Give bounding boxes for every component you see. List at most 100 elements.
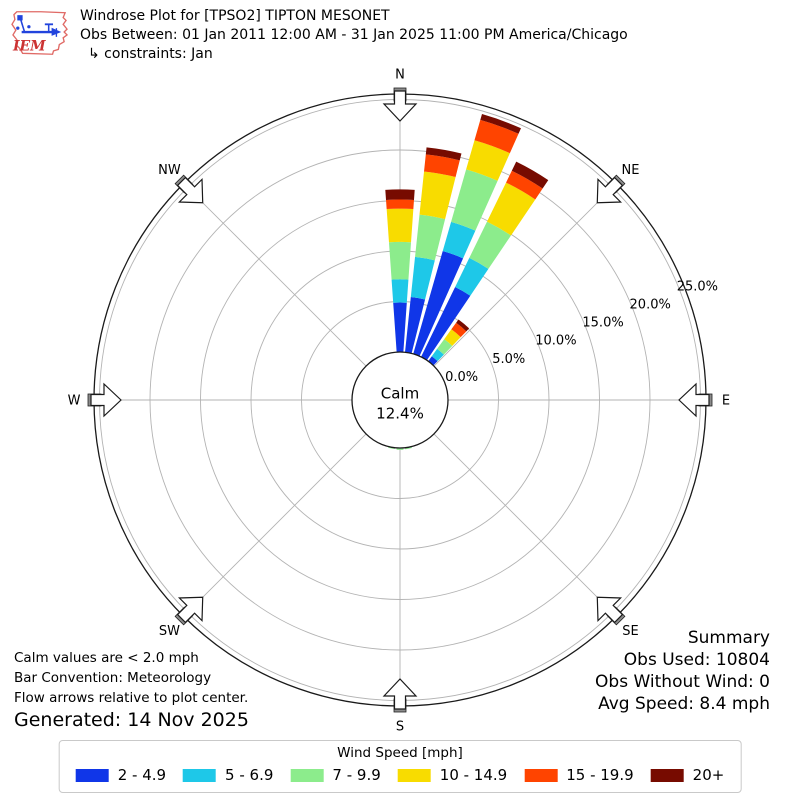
- windrose-bar-dir30-bin3: [487, 182, 536, 236]
- compass-label-se: SE: [622, 624, 638, 639]
- legend-label: 7 - 9.9: [332, 766, 381, 784]
- legend-title: Wind Speed [mph]: [337, 745, 463, 761]
- compass-label-s: S: [396, 720, 404, 735]
- calm-note: Calm values are < 2.0 mph: [14, 650, 199, 666]
- legend-swatch: [183, 768, 217, 782]
- flow-arrow-nw: [174, 174, 204, 204]
- windrose-bar-dir20-bin5: [480, 114, 521, 134]
- windrose-bar-dir0-bin1: [391, 279, 409, 303]
- legend-entry: 7 - 9.9: [290, 766, 381, 784]
- windrose-bar-dir40-bin3: [444, 329, 461, 346]
- ring-label: 20.0%: [630, 298, 671, 313]
- summary-obs-without-wind: Obs Without Wind: 0: [595, 672, 770, 692]
- compass-label-nw: NW: [158, 163, 181, 178]
- windrose-bar-dir10-bin4: [424, 154, 460, 178]
- legend-swatch: [650, 768, 684, 782]
- arrow-head: [176, 176, 204, 204]
- windrose-bar-dir0-bin3: [386, 208, 414, 243]
- flow-arrow-se: [596, 596, 626, 626]
- legend-label: 15 - 19.9: [566, 766, 634, 784]
- legend-label: 5 - 6.9: [225, 766, 274, 784]
- summary-title: Summary: [687, 628, 770, 648]
- arrow-head: [596, 176, 624, 204]
- windrose-bar-dir10-bin3: [419, 171, 456, 220]
- legend-label: 2 - 4.9: [117, 766, 167, 784]
- plot-title: Windrose Plot for [TPSO2] TIPTON MESONET: [80, 8, 390, 24]
- legend-swatch: [290, 768, 324, 782]
- calm-label: Calm: [381, 384, 419, 402]
- flow-arrow-w: [87, 382, 122, 418]
- compass-label-w: W: [68, 394, 81, 409]
- iem-logo: IEM: [11, 11, 69, 55]
- legend-swatch: [75, 768, 109, 782]
- windrose-bar-dir30-bin1: [455, 257, 489, 296]
- legend-items: 2 - 4.9 5 - 6.9 7 - 9.9 10 - 14.9 15 - 19.9 2…: [75, 766, 725, 784]
- compass-label-n: N: [395, 68, 405, 83]
- windrose-bar-dir10-bin1: [410, 256, 435, 300]
- arrow-head: [176, 596, 204, 624]
- grid-spoke: [187, 187, 367, 367]
- windrose-bar-dir40-bin0: [428, 356, 438, 366]
- plot-subtitle: Obs Between: 01 Jan 2011 12:00 AM - 31 J…: [80, 27, 628, 43]
- legend-swatch: [397, 768, 431, 782]
- windrose-bar-dir10-bin2: [415, 214, 446, 261]
- grid-spoke: [433, 433, 613, 613]
- ring-label: 5.0%: [492, 352, 525, 367]
- grid-spoke: [433, 187, 613, 367]
- windrose-bar-dir20-bin2: [451, 169, 498, 231]
- arrow-head: [382, 678, 418, 710]
- windrose-bar-dir20-bin0: [413, 250, 464, 357]
- windrose-bar-dir10-bin5: [425, 147, 462, 161]
- legend-entry: 20+: [650, 766, 725, 784]
- windrose-bar-dir20-bin1: [442, 221, 476, 259]
- flow-arrow-ne: [596, 174, 626, 204]
- calm-percent: 12.4%: [376, 404, 424, 422]
- windrose-bar-dir0-bin2: [388, 241, 412, 280]
- grid-ring: [149, 149, 651, 651]
- flow-arrows-note: Flow arrows relative to plot center.: [14, 690, 249, 706]
- summary-obs-used: Obs Used: 10804: [623, 650, 770, 670]
- footnotes-block: Calm values are < 2.0 mph Bar Convention…: [14, 648, 249, 733]
- flow-arrow-sw: [174, 596, 204, 626]
- ring-label: 0.0%: [445, 370, 478, 385]
- ring-label: 25.0%: [677, 279, 718, 294]
- arrow-head: [90, 382, 122, 418]
- windrose-bar-dir40-bin2: [437, 339, 453, 355]
- summary-block: Summary Obs Used: 10804 Obs Without Wind…: [595, 627, 770, 715]
- legend-swatch: [524, 768, 558, 782]
- compass-label-e: E: [722, 394, 730, 409]
- windrose-bar-dir40-bin5: [456, 319, 470, 332]
- legend-entry: 10 - 14.9: [397, 766, 508, 784]
- windrose-plot: Calm 12.4% 0.0% 5.0% 10.0% 15.0% 20.0% 25.0% N NE…: [68, 68, 731, 735]
- summary-avg-speed: Avg Speed: 8.4 mph: [598, 694, 770, 714]
- legend-entry: 2 - 4.9: [75, 766, 167, 784]
- windrose-bar-dir0-bin4: [386, 199, 414, 210]
- legend-entry: 15 - 19.9: [524, 766, 634, 784]
- windrose-bar-dir30-bin4: [506, 170, 543, 200]
- arrow-head: [678, 382, 710, 418]
- wind-speed-legend: Wind Speed [mph] 2 - 4.9 5 - 6.9 7 - 9.9 10…: [58, 740, 742, 793]
- windrose-bar-dir180-bin2: [396, 448, 404, 450]
- windrose-bar-dir10-bin0: [405, 297, 426, 354]
- title-block: Windrose Plot for [TPSO2] TIPTON MESONET…: [80, 7, 628, 64]
- compass-label-sw: SW: [159, 624, 180, 639]
- generated-date: Generated: 14 Nov 2025: [14, 709, 249, 731]
- flow-arrow-e: [678, 382, 713, 418]
- arrow-head: [596, 596, 624, 624]
- legend-label: 20+: [692, 766, 725, 784]
- legend-label: 10 - 14.9: [439, 766, 508, 784]
- arrow-head: [382, 90, 418, 122]
- iem-logo-text: IEM: [12, 38, 46, 54]
- calm-circle: [351, 351, 449, 449]
- windrose-bar-dir20-bin3: [466, 140, 510, 181]
- windrose-bar-dir40-bin1: [431, 348, 444, 362]
- windrose-bar-dir0-bin0: [393, 302, 407, 353]
- compass-label-ne: NE: [622, 163, 640, 178]
- legend-entry: 5 - 6.9: [183, 766, 273, 784]
- windrose-bar-dir30-bin0: [421, 286, 471, 361]
- windrose-bar-dir30-bin2: [469, 221, 511, 269]
- flow-arrow-n: [382, 87, 418, 122]
- flow-arrow-s: [382, 678, 418, 713]
- windrose-bar-dir30-bin5: [511, 161, 549, 189]
